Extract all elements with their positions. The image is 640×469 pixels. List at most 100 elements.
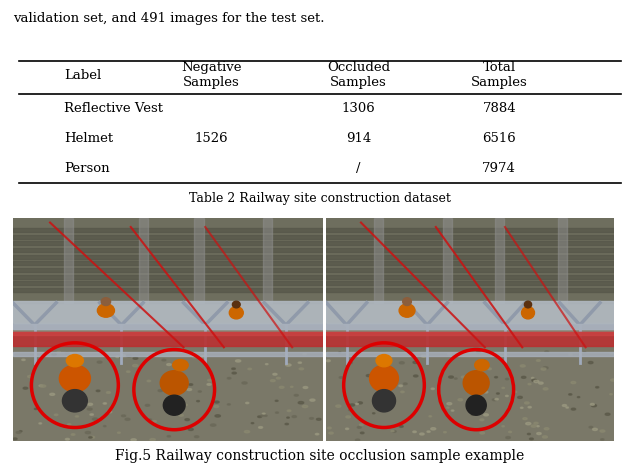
Bar	[326, 234, 614, 239]
Ellipse shape	[480, 432, 484, 434]
Ellipse shape	[310, 399, 315, 401]
Ellipse shape	[349, 404, 355, 406]
Ellipse shape	[232, 368, 236, 370]
Ellipse shape	[502, 426, 504, 427]
Ellipse shape	[227, 404, 230, 405]
Ellipse shape	[303, 353, 307, 355]
Bar	[138, 218, 148, 303]
Ellipse shape	[413, 375, 418, 377]
Ellipse shape	[35, 408, 37, 409]
Text: 7974: 7974	[483, 161, 516, 174]
Bar	[326, 275, 614, 279]
Ellipse shape	[596, 386, 599, 388]
Ellipse shape	[534, 380, 539, 383]
Ellipse shape	[52, 354, 56, 356]
Ellipse shape	[195, 436, 199, 438]
Ellipse shape	[399, 425, 403, 427]
Ellipse shape	[106, 392, 111, 393]
Ellipse shape	[275, 412, 278, 413]
Bar	[326, 218, 614, 303]
Ellipse shape	[525, 402, 529, 404]
Bar	[326, 324, 614, 329]
Ellipse shape	[16, 431, 20, 433]
Ellipse shape	[420, 433, 424, 435]
Ellipse shape	[279, 386, 284, 388]
Ellipse shape	[97, 304, 115, 317]
Ellipse shape	[541, 368, 546, 370]
Ellipse shape	[454, 378, 457, 379]
Ellipse shape	[39, 423, 42, 424]
Ellipse shape	[275, 400, 278, 401]
Ellipse shape	[264, 415, 267, 416]
Ellipse shape	[132, 364, 138, 367]
Ellipse shape	[506, 395, 508, 397]
Ellipse shape	[356, 403, 358, 405]
Ellipse shape	[520, 407, 523, 408]
Ellipse shape	[569, 393, 572, 395]
Ellipse shape	[65, 378, 68, 380]
Ellipse shape	[495, 399, 499, 400]
Ellipse shape	[571, 381, 576, 384]
Ellipse shape	[589, 426, 593, 428]
Bar	[374, 218, 383, 303]
Ellipse shape	[527, 433, 531, 435]
Ellipse shape	[610, 393, 612, 395]
Ellipse shape	[480, 419, 484, 421]
Ellipse shape	[601, 439, 604, 440]
Ellipse shape	[349, 409, 352, 411]
Ellipse shape	[611, 379, 616, 381]
Ellipse shape	[502, 361, 506, 363]
Ellipse shape	[539, 382, 543, 384]
Ellipse shape	[346, 416, 351, 418]
Ellipse shape	[127, 355, 131, 357]
Ellipse shape	[104, 425, 106, 427]
Ellipse shape	[358, 402, 362, 404]
Ellipse shape	[509, 431, 511, 432]
Text: 1306: 1306	[342, 102, 375, 115]
Ellipse shape	[60, 365, 90, 392]
Ellipse shape	[421, 355, 426, 357]
Ellipse shape	[176, 397, 181, 399]
Ellipse shape	[477, 351, 480, 353]
Ellipse shape	[484, 391, 488, 393]
Ellipse shape	[449, 376, 453, 378]
Ellipse shape	[57, 351, 60, 353]
Ellipse shape	[328, 427, 332, 429]
Ellipse shape	[466, 395, 486, 415]
Ellipse shape	[360, 424, 363, 425]
Ellipse shape	[524, 301, 532, 308]
Bar	[13, 218, 323, 303]
Bar	[13, 332, 323, 346]
Text: validation set, and 491 images for the test set.: validation set, and 491 images for the t…	[13, 12, 324, 25]
Ellipse shape	[198, 391, 202, 392]
Ellipse shape	[348, 362, 353, 363]
Ellipse shape	[207, 384, 211, 386]
Ellipse shape	[294, 394, 298, 396]
Ellipse shape	[175, 392, 180, 393]
Ellipse shape	[476, 383, 480, 385]
Ellipse shape	[310, 417, 314, 419]
Ellipse shape	[147, 380, 150, 382]
Ellipse shape	[495, 377, 497, 378]
Ellipse shape	[371, 373, 375, 375]
Ellipse shape	[88, 403, 93, 405]
Ellipse shape	[92, 418, 98, 420]
Ellipse shape	[125, 418, 130, 420]
Ellipse shape	[471, 414, 474, 415]
Ellipse shape	[287, 417, 289, 418]
Ellipse shape	[543, 367, 548, 369]
Ellipse shape	[566, 407, 568, 408]
Ellipse shape	[273, 373, 277, 375]
Ellipse shape	[68, 424, 71, 425]
Ellipse shape	[399, 304, 415, 317]
Ellipse shape	[133, 357, 138, 359]
Ellipse shape	[447, 407, 449, 408]
Ellipse shape	[593, 428, 597, 431]
Ellipse shape	[463, 371, 489, 395]
Text: Negative
Samples: Negative Samples	[181, 61, 241, 89]
Ellipse shape	[158, 390, 163, 392]
Ellipse shape	[229, 307, 243, 319]
Bar	[443, 218, 452, 303]
Ellipse shape	[355, 439, 360, 441]
Ellipse shape	[522, 376, 526, 378]
